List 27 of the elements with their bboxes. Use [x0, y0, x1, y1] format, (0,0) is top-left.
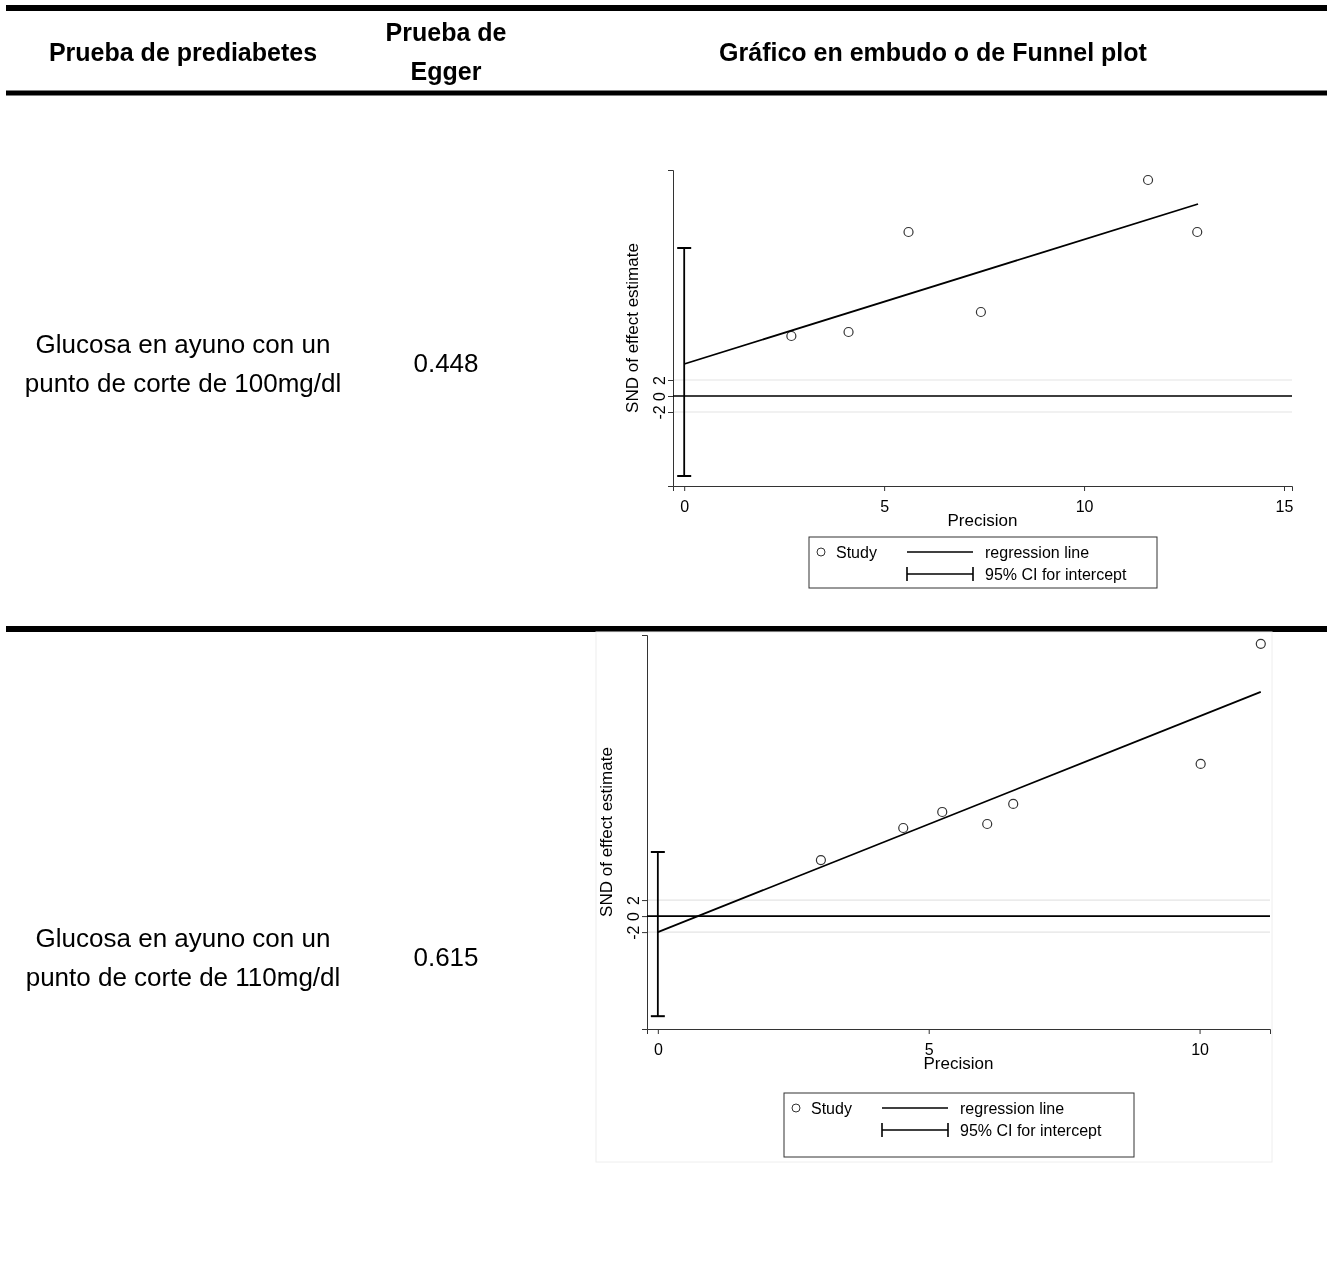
y-tick-label: 2 — [624, 896, 642, 906]
legend-label: Study — [836, 543, 877, 561]
legend-label: 95% CI for intercept — [985, 565, 1127, 583]
text: Gráfico en embudo o de Funnel plot — [719, 37, 1148, 66]
legend-label: regression line — [985, 543, 1090, 561]
y-tick-label: -2 — [650, 405, 668, 420]
text: 0.615 — [413, 942, 479, 973]
y-tick-label: 2 — [650, 375, 668, 385]
x-tick-label: 10 — [1075, 497, 1094, 515]
text: Glucosa en ayuno con un punto de corte de 100mg/dl — [24, 328, 342, 398]
y-tick-label: 0 — [650, 391, 668, 401]
x-axis-title: Precision — [947, 511, 1018, 530]
x-tick-label: 5 — [880, 497, 890, 515]
y-axis-title: SND of effect estimate — [597, 747, 616, 917]
y-tick-label: -2 — [624, 925, 642, 940]
text: Prueba de Egger — [385, 18, 507, 86]
legend-label: Study — [811, 1099, 852, 1117]
x-tick-label: 15 — [1275, 497, 1294, 515]
legend-label: regression line — [960, 1099, 1065, 1117]
legend-label: 95% CI for intercept — [960, 1121, 1102, 1139]
text: 0.448 — [413, 348, 479, 379]
x-tick-label: 0 — [680, 497, 690, 515]
text: Prueba de prediabetes — [48, 37, 318, 66]
y-tick-label: 0 — [624, 912, 642, 922]
y-axis-title: SND of effect estimate — [623, 243, 642, 413]
x-tick-label: 10 — [1191, 1040, 1210, 1058]
text: Glucosa en ayuno con un punto de corte de 110mg/dl — [25, 922, 341, 992]
